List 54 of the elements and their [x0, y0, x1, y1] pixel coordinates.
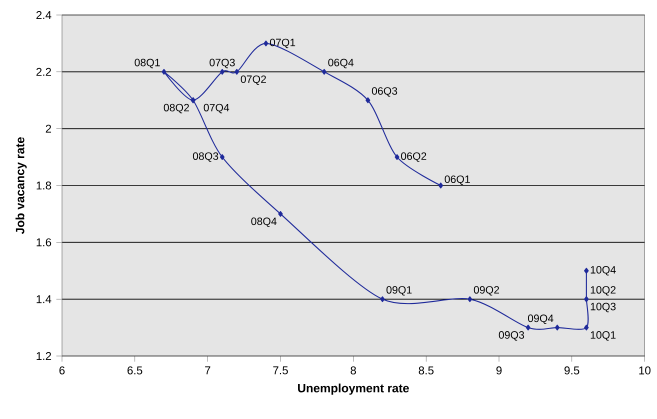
annotation: 10Q1 [590, 331, 616, 341]
x-tick-label: 6.5 [128, 366, 142, 374]
x-tick-label: 9.5 [564, 366, 580, 374]
annotation: 09Q1 [386, 286, 412, 296]
annotation: 09Q4 [528, 314, 554, 324]
point [438, 182, 444, 188]
y-tick-label: 1.4 [36, 295, 52, 304]
y-tick-label: 1.2 [36, 352, 52, 360]
point [394, 154, 400, 160]
x-tick-label: 9 [496, 366, 502, 374]
x-tick-label: 8 [350, 366, 356, 374]
annotation: 08Q1 [134, 58, 160, 68]
point [322, 68, 327, 75]
point [234, 68, 240, 75]
annotation: 09Q2 [474, 286, 500, 296]
annotation: 08Q4 [251, 218, 277, 227]
annotation: 10Q3 [590, 302, 616, 312]
point [584, 324, 589, 331]
x-tick-label: 7.5 [273, 366, 288, 374]
annotation: 08Q3 [192, 152, 218, 162]
x-axis-title: Unemployment rate [298, 384, 409, 395]
annotation: 07Q3 [210, 58, 235, 68]
annotation: 07Q4 [204, 104, 230, 114]
point [264, 40, 268, 46]
point [468, 296, 472, 302]
y-tick-label: 2.2 [36, 68, 52, 76]
annotation: 09Q3 [498, 331, 524, 341]
x-tick-label: 10 [639, 366, 651, 374]
annotation: 10Q4 [590, 266, 616, 276]
point [584, 268, 589, 274]
y-axis-title: Job vacancy rate [16, 137, 27, 234]
annotation: 06Q2 [401, 152, 426, 162]
y-tick-label: 1.6 [36, 238, 52, 246]
annotation: 08Q2 [164, 104, 189, 114]
x-tick-label: 8.5 [418, 366, 434, 374]
x-tick-label: 7 [205, 366, 210, 374]
annotation: 06Q1 [444, 175, 470, 185]
point [162, 68, 166, 75]
point [220, 154, 225, 160]
annotation: 07Q2 [240, 75, 266, 85]
y-tick-label: 2 [46, 124, 52, 133]
point [278, 210, 283, 217]
point [526, 324, 530, 331]
point [220, 68, 225, 75]
annotation: 06Q4 [328, 58, 354, 68]
annotation: 07Q1 [270, 38, 296, 48]
annotation: 10Q2 [590, 286, 616, 296]
point [366, 97, 370, 104]
point [380, 296, 385, 302]
annotation: 06Q3 [372, 87, 398, 97]
y-tick-label: 2.4 [36, 11, 52, 19]
x-tick-label: 6 [59, 366, 65, 374]
point [554, 324, 560, 331]
y-tick-label: 1.8 [36, 182, 52, 190]
